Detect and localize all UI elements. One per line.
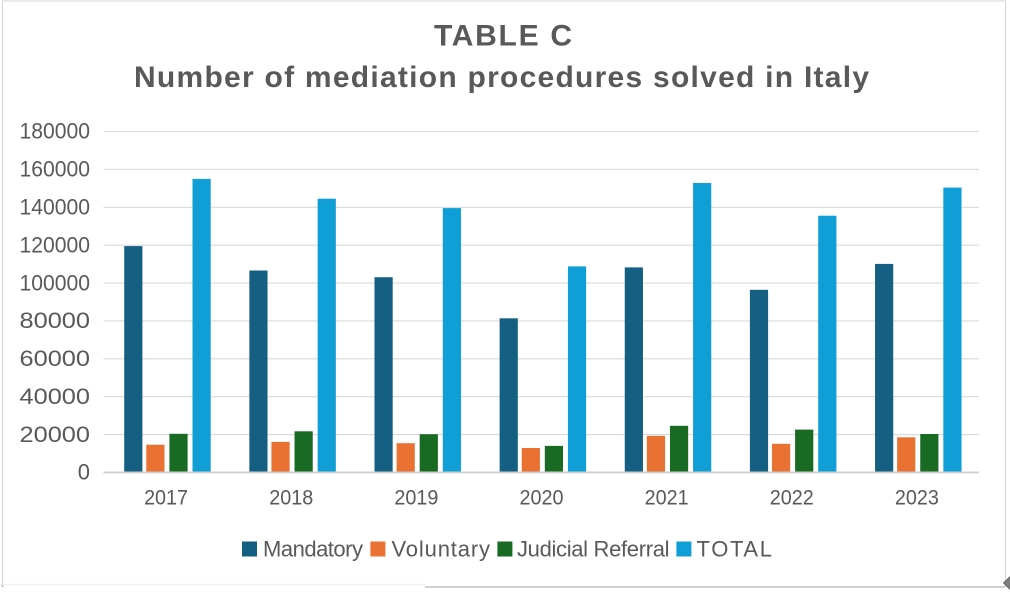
svg-text:2018: 2018	[269, 487, 313, 510]
svg-text:0: 0	[78, 460, 90, 485]
svg-text:160000: 160000	[20, 157, 91, 182]
svg-text:Mandatory: Mandatory	[263, 536, 363, 561]
svg-text:120000: 120000	[20, 232, 91, 257]
svg-text:20000: 20000	[20, 422, 91, 447]
svg-text:80000: 80000	[20, 308, 91, 333]
svg-text:Judicial Referral: Judicial Referral	[517, 536, 670, 561]
svg-text:60000: 60000	[20, 346, 91, 371]
svg-text:2023: 2023	[895, 487, 939, 510]
svg-text:40000: 40000	[20, 384, 91, 409]
svg-text:2017: 2017	[144, 487, 188, 510]
svg-text:2021: 2021	[645, 487, 689, 510]
svg-text:Voluntary: Voluntary	[392, 536, 491, 561]
svg-text:2020: 2020	[519, 487, 563, 510]
svg-text:100000: 100000	[20, 270, 91, 295]
svg-text:2019: 2019	[394, 487, 438, 510]
svg-text:Number of mediation procedures: Number of mediation procedures solved in…	[134, 61, 869, 94]
svg-text:180000: 180000	[20, 119, 91, 144]
svg-text:2022: 2022	[770, 487, 814, 510]
svg-text:TOTAL: TOTAL	[697, 536, 773, 561]
svg-text:TABLE C: TABLE C	[434, 20, 572, 53]
svg-text:140000: 140000	[20, 194, 91, 219]
